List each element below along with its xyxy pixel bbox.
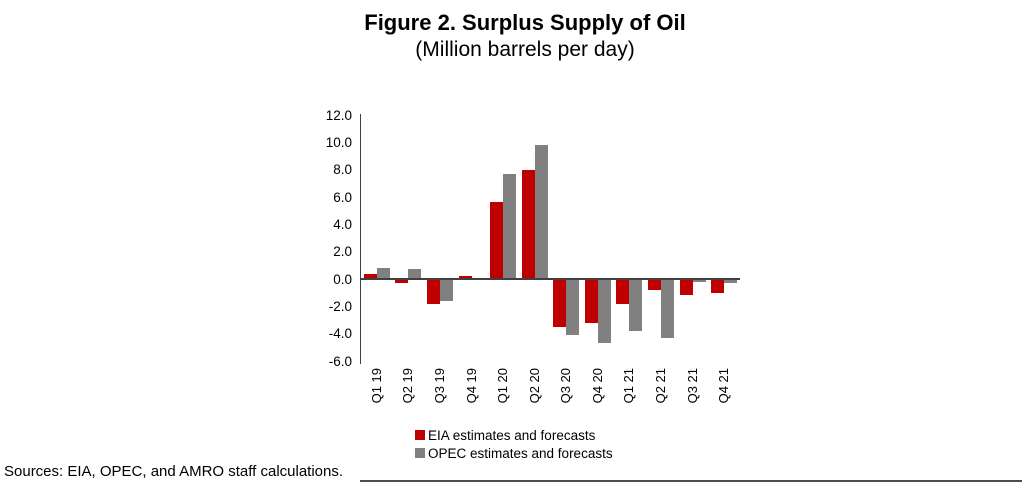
legend-label: OPEC estimates and forecasts	[428, 446, 613, 461]
y-tick-label: 10.0	[325, 134, 352, 150]
x-axis-label: Q4 19	[463, 368, 479, 404]
bar-eia-q1-21	[616, 279, 630, 304]
x-axis-zero-line	[359, 278, 740, 280]
source-note: Sources: EIA, OPEC, and AMRO staff calcu…	[4, 463, 344, 480]
x-axis-label: Q3 20	[558, 368, 574, 404]
legend-swatch-eia-icon	[415, 430, 425, 440]
bar-opec-q3-20	[566, 279, 580, 336]
x-axis-label: Q4 20	[589, 368, 605, 404]
legend-item-opec: OPEC estimates and forecasts	[415, 446, 613, 464]
bar-eia-q4-21	[711, 279, 725, 293]
figure-title: Figure 2. Surplus Supply of Oil	[364, 10, 686, 35]
bar-eia-q2-20	[521, 169, 535, 279]
bar-eia-q4-19	[458, 276, 472, 279]
bar-opec-q2-21	[661, 279, 675, 338]
y-tick-label: -4.0	[328, 326, 352, 342]
x-axis-label: Q1 21	[621, 368, 637, 404]
bar-opec-q1-21	[629, 279, 643, 331]
bar-opec-q3-19	[439, 279, 453, 301]
bar-eia-q3-21	[679, 279, 693, 296]
bar-opec-q4-21	[724, 279, 738, 284]
legend-label: EIA estimates and forecasts	[428, 428, 596, 443]
bar-eia-q1-19	[363, 273, 377, 279]
bar-opec-q3-21	[692, 279, 706, 282]
x-axis-label: Q1 19	[368, 368, 384, 404]
bar-eia-q1-20	[490, 202, 504, 279]
chart-legend: EIA estimates and forecasts OPEC estimate…	[415, 428, 613, 464]
x-axis-label: Q1 20	[495, 368, 511, 404]
x-axis-label: Q2 20	[526, 368, 542, 404]
footer-divider-line	[360, 480, 1022, 482]
bar-opec-q2-20	[534, 145, 548, 279]
bar-opec-q4-20	[597, 279, 611, 344]
legend-swatch-opec-icon	[415, 448, 425, 458]
y-tick-label: 2.0	[333, 244, 352, 260]
x-axis-label: Q3 21	[684, 368, 700, 404]
bar-eia-q2-19	[395, 279, 409, 284]
bar-opec-q1-20	[503, 173, 517, 279]
x-axis-label: Q3 19	[431, 368, 447, 404]
y-tick-label: -2.0	[328, 298, 352, 314]
x-axis-label: Q2 21	[653, 368, 669, 404]
y-axis-line	[359, 114, 361, 364]
bar-opec-q1-19	[376, 268, 390, 279]
y-tick-label: 8.0	[333, 162, 352, 178]
bar-eia-q3-19	[426, 279, 440, 304]
y-tick-label: 12.0	[325, 107, 352, 123]
y-tick-label: 4.0	[333, 216, 352, 232]
bar-opec-q2-19	[408, 269, 422, 279]
bar-eia-q3-20	[553, 279, 567, 327]
bar-eia-q2-21	[648, 279, 662, 290]
figure-subtitle: (Million barrels per day)	[415, 38, 635, 61]
x-axis-label: Q4 21	[716, 368, 732, 404]
y-tick-label: 0.0	[333, 271, 352, 287]
legend-item-eia: EIA estimates and forecasts	[415, 428, 613, 446]
y-tick-label: -6.0	[328, 353, 352, 369]
bar-eia-q4-20	[584, 279, 598, 323]
x-axis-label: Q2 19	[400, 368, 416, 404]
y-tick-label: 6.0	[333, 189, 352, 205]
